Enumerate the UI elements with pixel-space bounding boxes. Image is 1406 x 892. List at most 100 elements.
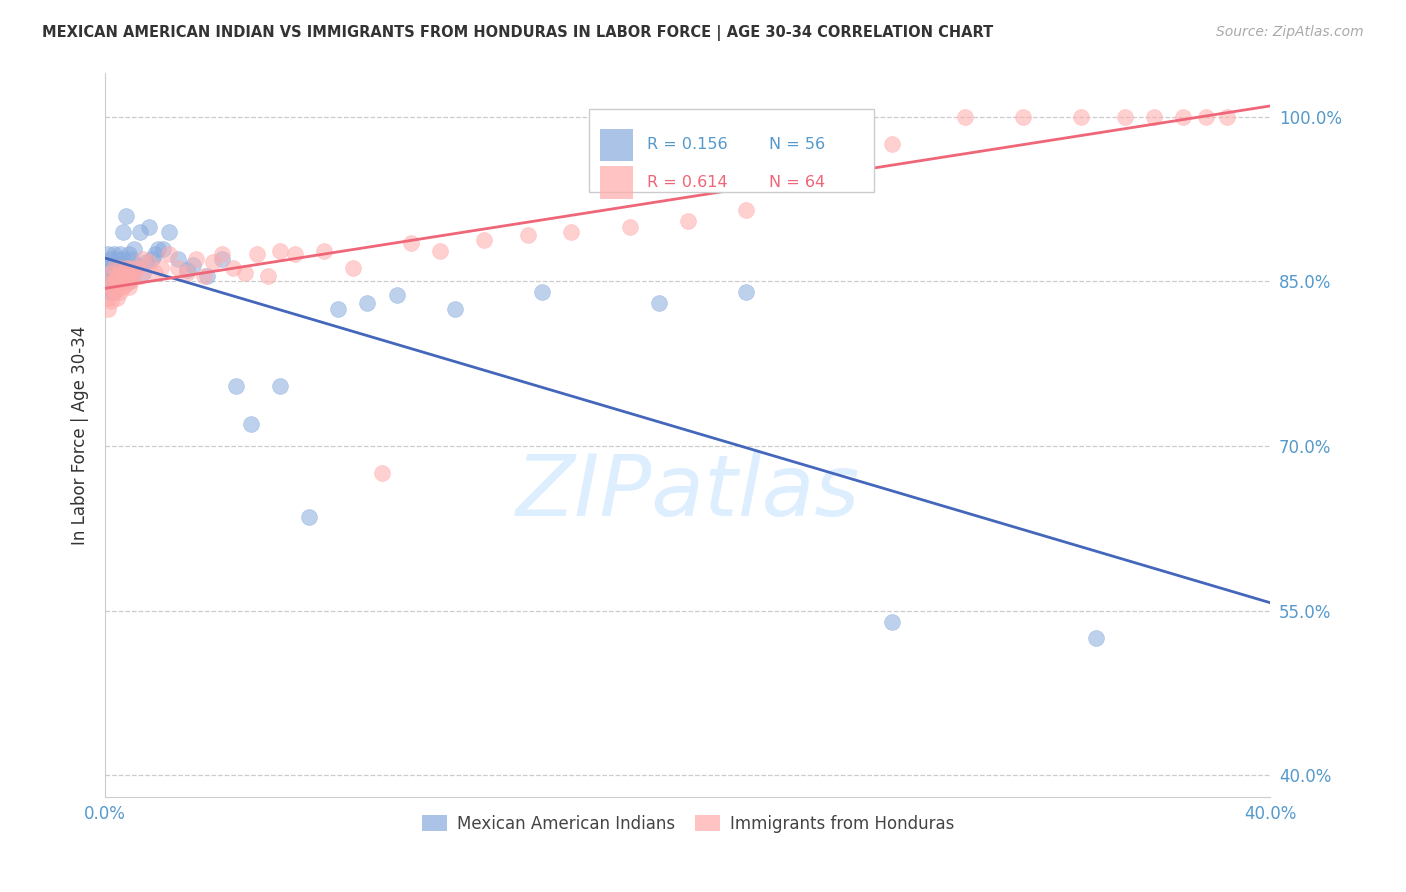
Point [1011,110,1033,124]
Point [516,228,538,243]
Point [1084,631,1107,645]
Point [1070,110,1092,124]
Point [120,252,142,267]
Point [1114,110,1136,124]
Point [807,159,830,173]
Point [97,301,120,316]
Point [201,254,224,268]
Point [114,258,136,272]
Text: ZIPatlas: ZIPatlas [516,451,860,534]
Point [225,378,247,392]
Point [1195,110,1218,124]
Point [647,296,669,310]
Point [531,285,554,300]
Text: N = 64: N = 64 [769,175,825,190]
Point [176,266,198,280]
Point [735,285,758,300]
Point [143,266,166,280]
Point [114,209,136,223]
Point [880,615,903,629]
Point [176,263,198,277]
Point [239,417,262,431]
Point [100,280,122,294]
Point [269,378,291,392]
Point [356,296,378,310]
Point [108,261,131,276]
Point [103,247,125,261]
Point [1171,110,1194,124]
Point [429,244,451,258]
Point [312,244,335,258]
Point [342,261,364,276]
Point [233,266,256,280]
Point [117,275,139,289]
Point [129,225,152,239]
Point [146,242,169,256]
Point [127,258,149,272]
Point [108,277,131,291]
Point [443,301,465,316]
Point [735,203,758,218]
Point [111,225,134,239]
Point [103,285,125,300]
Point [257,268,280,283]
Point [269,244,291,258]
Point [132,266,155,280]
Point [111,280,134,294]
Point [105,280,128,294]
Point [124,266,146,280]
Point [97,247,120,261]
Point [143,247,166,261]
Point [167,261,190,276]
Point [149,261,172,276]
Point [103,258,125,272]
Point [328,301,350,316]
Point [399,235,422,250]
Point [97,268,120,283]
Point [120,275,142,289]
Text: Source: ZipAtlas.com: Source: ZipAtlas.com [1216,25,1364,39]
Point [127,261,149,276]
Point [108,275,131,289]
Point [371,467,394,481]
Point [103,268,125,283]
Point [105,268,128,283]
Point [138,219,160,234]
Point [560,225,582,239]
Text: R = 0.614: R = 0.614 [647,175,728,190]
Point [103,261,125,276]
Point [135,254,157,268]
Point [111,252,134,267]
Point [100,294,122,309]
Point [100,263,122,277]
Point [100,266,122,280]
Point [114,277,136,291]
Point [211,252,233,267]
Point [138,254,160,268]
Point [211,247,233,261]
Point [880,137,903,152]
Y-axis label: In Labor Force | Age 30-34: In Labor Force | Age 30-34 [72,326,89,545]
Point [97,291,120,305]
Point [117,280,139,294]
Point [108,285,131,300]
Point [103,285,125,300]
Point [114,261,136,276]
Point [193,268,215,283]
Point [97,285,120,300]
Point [97,258,120,272]
Point [167,252,190,267]
Legend: Mexican American Indians, Immigrants from Honduras: Mexican American Indians, Immigrants fro… [415,808,960,839]
Point [472,233,495,247]
Point [100,252,122,267]
Point [111,266,134,280]
Point [108,247,131,261]
Point [124,242,146,256]
Point [284,247,307,261]
Point [117,247,139,261]
FancyBboxPatch shape [589,109,875,193]
Point [105,291,128,305]
Point [152,242,174,256]
Text: R = 0.156: R = 0.156 [647,137,728,153]
Point [246,247,269,261]
